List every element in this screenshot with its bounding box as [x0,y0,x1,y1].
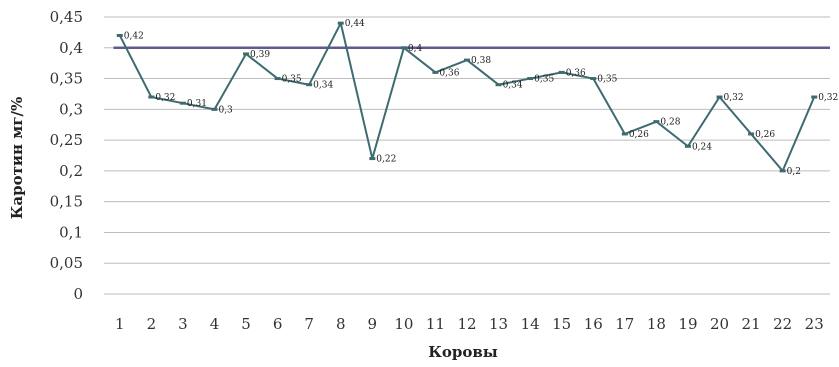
data-label: 0,32 [724,93,744,103]
data-label: 0,35 [597,75,617,85]
x-tick-label: 17 [615,315,634,333]
data-label: 0,35 [282,75,302,85]
data-point [716,95,723,99]
data-label: 0,42 [124,31,144,41]
data-point [274,77,281,81]
y-tick-label: 0,1 [59,223,83,241]
data-point [464,58,470,62]
data-point [211,107,218,111]
data-point [684,144,691,148]
x-tick-label: 1 [115,315,125,333]
x-tick-label: 9 [368,315,378,333]
x-tick-label: 12 [457,315,476,333]
x-tick-label: 13 [489,315,508,333]
data-label: 0,26 [755,130,775,140]
data-label: 0,39 [250,50,270,60]
x-tick-label: 21 [742,315,761,333]
series-group [116,21,818,173]
data-label: 0,38 [471,56,491,66]
y-tick-label: 0,2 [59,162,83,180]
data-point [432,70,439,74]
y-tick-label: 0,4 [59,39,83,57]
data-point [558,70,565,74]
y-tick-label: 0 [73,285,83,303]
y-tick-labels: 0 0,05 0,1 0,15 0,2 0,25 0,3 0,35 0,4 0,45 [50,8,83,303]
x-tick-label: 15 [552,315,571,333]
data-point [653,120,660,124]
x-tick-label: 5 [241,315,251,333]
data-point [495,83,502,87]
data-point [590,77,597,81]
data-label: 0,34 [503,81,523,91]
x-tick-label: 2 [147,315,157,333]
x-tick-label: 6 [273,315,283,333]
x-tick-label: 7 [304,315,314,333]
grid-lines [104,16,830,295]
data-point [811,95,818,99]
data-label: 0,22 [376,155,396,165]
data-point [337,21,344,25]
y-tick-label: 0,45 [50,8,83,26]
data-label: 0,31 [187,99,207,109]
data-label: 0,4 [408,44,423,54]
data-point [369,157,376,161]
data-label: 0,28 [660,118,680,128]
x-tick-label: 19 [678,315,697,333]
data-label: 0,44 [345,19,365,29]
data-point [527,77,534,81]
x-tick-label: 20 [710,315,729,333]
data-point [243,52,250,56]
data-point [748,132,755,136]
data-point [621,132,628,136]
x-tick-label: 11 [426,315,445,333]
x-tick-label: 10 [394,315,413,333]
y-axis-title: Каротин мг/% [8,97,26,219]
data-point [148,95,155,99]
x-tick-label: 8 [336,315,346,333]
data-point [116,33,123,37]
data-point [400,46,407,50]
data-label: 0,34 [313,81,333,91]
data-label: 0,32 [818,93,838,103]
y-tick-label: 0,3 [59,100,83,118]
x-tick-label: 23 [805,315,824,333]
y-tick-label: 0,05 [50,254,83,272]
data-point [779,169,786,173]
y-tick-label: 0,35 [50,70,83,88]
x-axis-title: Коровы [428,343,498,361]
data-label: 0,35 [534,75,554,85]
data-label: 0,36 [439,68,459,78]
data-label: 0,24 [692,142,712,152]
data-point [306,83,313,87]
x-tick-label: 3 [178,315,188,333]
x-tick-label: 4 [210,315,220,333]
y-tick-label: 0,15 [50,193,83,211]
data-label: 0,32 [155,93,175,103]
data-labels: 0,42 0,32 0,31 0,3 0,39 0,35 0,34 0,44 0,22 0,4 0,… [124,19,838,177]
x-tick-label: 16 [584,315,603,333]
x-tick-label: 14 [521,315,540,333]
data-point [179,101,186,105]
data-label: 0,2 [787,167,801,177]
x-tick-label: 22 [773,315,792,333]
y-tick-label: 0,25 [50,131,83,149]
x-tick-labels: 1 2 3 4 5 6 7 8 9 10 11 12 13 14 15 16 17 18 19 20 21 22 23 [115,315,824,333]
data-label: 0,3 [218,105,233,115]
data-label: 0,26 [629,130,649,140]
data-label: 0,36 [566,68,586,78]
x-tick-label: 18 [647,315,666,333]
